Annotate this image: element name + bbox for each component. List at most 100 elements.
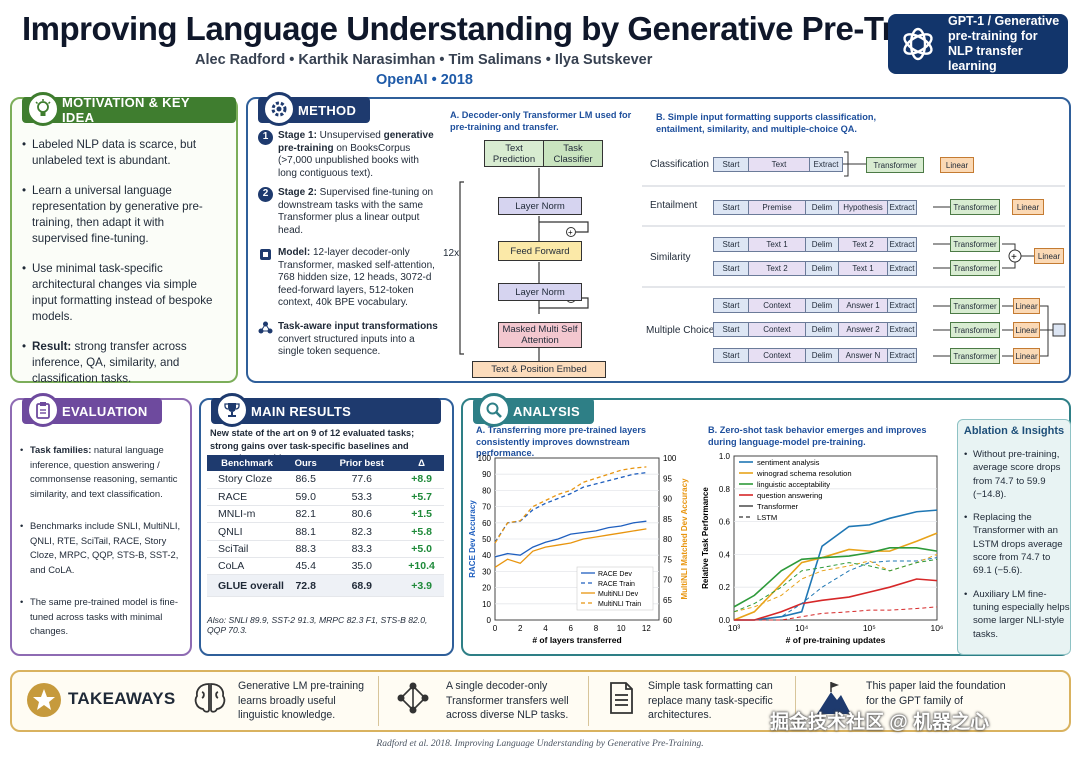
token-extract: Extract xyxy=(887,298,917,313)
token-start: Start xyxy=(713,237,749,252)
y-tick-label: 80 xyxy=(482,486,491,495)
mc-row-3: Start Context Delim Answer N Extract xyxy=(713,348,917,363)
x-tick-label: 6 xyxy=(568,624,573,633)
motivation-header: MOTIVATION & KEY IDEA xyxy=(22,92,236,126)
y-tick-label: 0 xyxy=(487,616,492,625)
mc-transformer-2: Transformer xyxy=(950,322,1000,338)
y-tick-label: 0.6 xyxy=(719,518,731,527)
token-delim: Delim xyxy=(805,322,839,337)
series-line xyxy=(494,466,647,544)
cell: 88.1 xyxy=(287,522,325,541)
takeaway-divider xyxy=(378,676,379,726)
col-ours: Ours xyxy=(287,455,325,471)
x-axis-label: # of pre-training updates xyxy=(786,635,886,645)
token-extract: Extract xyxy=(887,200,917,215)
classification-label: Classification xyxy=(650,159,709,170)
task-transform: Task-aware input transformations convert… xyxy=(258,321,440,359)
cell: RACE xyxy=(207,488,287,507)
stage-2-text: Supervised fine-tuning on downstream tas… xyxy=(278,187,434,236)
token-hypothesis: Hypothesis xyxy=(838,200,888,215)
token-text1: Text 1 xyxy=(838,261,888,276)
zero-shot-chart: 0.0 0.2 0.4 0.6 0.8 1.0 10³ 10⁴ 10⁵ 10⁶ # of pre-t… xyxy=(701,452,943,645)
method-header: METHOD xyxy=(258,92,371,126)
token-start: Start xyxy=(713,348,749,363)
text-prediction-block: Text Prediction xyxy=(484,140,544,167)
mc-row-2: Start Context Delim Answer 2 Extract xyxy=(713,322,917,337)
token-context: Context xyxy=(748,348,806,363)
mc-transformer-1: Transformer xyxy=(950,298,1000,314)
ablation-item: Without pre-training, average score drop… xyxy=(964,448,1070,501)
token-text1: Text 1 xyxy=(748,237,806,252)
stage-2: 2 Stage 2: Supervised fine-tuning on dow… xyxy=(258,187,440,237)
author-list: Alec Radford • Karthik Narasimhan • Tim … xyxy=(195,52,653,68)
chip-icon xyxy=(260,249,271,260)
token-delim: Delim xyxy=(805,200,839,215)
cell: 82.3 xyxy=(324,522,400,541)
cell: 80.6 xyxy=(324,505,400,524)
gear-icon xyxy=(262,92,296,126)
multiple-choice-label: Multiple Choice xyxy=(646,325,715,336)
motivation-bullet: Use minimal task-specific architectural … xyxy=(22,261,222,325)
layers-transferred-chart: 0102030405060708090100606570758085909510… xyxy=(468,454,689,645)
method-panel: METHOD xyxy=(246,92,1071,383)
method-heading: METHOD xyxy=(298,102,357,118)
footer-citation: Radford et al. 2018. Improving Language … xyxy=(376,739,704,749)
task-classifier-block: Task Classifier xyxy=(543,140,603,167)
embed-block: Text & Position Embed xyxy=(472,361,606,378)
table-row: RACE 59.0 53.3 +5.7 xyxy=(207,488,444,507)
formatting-diagram: + xyxy=(642,151,1066,357)
x-tick-label: 10⁴ xyxy=(795,623,808,633)
cell: CoLA xyxy=(207,557,287,576)
similarity-row-2: Start Text 2 Delim Text 1 Extract xyxy=(713,261,917,276)
plot-frame xyxy=(733,455,938,621)
y-tick-label: 0.8 xyxy=(719,485,731,494)
shuffle-icon xyxy=(258,321,273,334)
col-prior: Prior best xyxy=(324,455,400,471)
affiliation: OpenAI • 2018 xyxy=(376,72,473,88)
svg-text:+: + xyxy=(568,228,573,237)
mc-row-1: Start Context Delim Answer 1 Extract xyxy=(713,298,917,313)
svg-text:+: + xyxy=(1011,252,1017,263)
mc-linear-1: Linear xyxy=(1013,298,1040,314)
model-spec: Model: 12-layer decoder-only Transformer… xyxy=(258,247,440,310)
y2-tick-label: 80 xyxy=(663,535,672,544)
task-families-text: natural language inference, question ans… xyxy=(30,444,178,499)
legend-label: RACE Dev xyxy=(598,571,632,578)
token-answer2: Answer 2 xyxy=(838,322,888,337)
x-tick-label: 12 xyxy=(642,624,651,633)
entailment-row: Start Premise Delim Hypothesis Extract xyxy=(713,200,917,215)
y2-tick-label: 85 xyxy=(663,515,672,524)
y2-tick-label: 90 xyxy=(663,495,672,504)
y-tick-label: 0.4 xyxy=(719,550,731,559)
entailment-transformer: Transformer xyxy=(950,199,1000,215)
evaluation-header: EVALUATION xyxy=(22,393,162,427)
y-tick-label: 90 xyxy=(482,470,491,479)
col-benchmark: Benchmark xyxy=(207,455,287,471)
y-tick-label: 20 xyxy=(482,584,491,593)
token-extract: Extract xyxy=(887,322,917,337)
similarity-label: Similarity xyxy=(650,252,691,263)
cell: 53.3 xyxy=(324,488,400,507)
motivation-bullets: Labeled NLP data is scarce, but unlabele… xyxy=(22,137,222,401)
evaluation-bullet: Task families: natural language inferenc… xyxy=(20,443,186,501)
motivation-bullet: Learn a universal language representatio… xyxy=(22,183,222,247)
takeaways-panel xyxy=(10,670,1071,732)
token-start: Start xyxy=(713,298,749,313)
y2-tick-label: 100 xyxy=(663,454,677,463)
x-tick-label: 10 xyxy=(617,624,626,633)
y-tick-label: 0.2 xyxy=(719,583,731,592)
token-answer1: Answer 1 xyxy=(838,298,888,313)
classification-row: Start Text Extract xyxy=(713,157,843,172)
token-start: Start xyxy=(713,322,749,337)
mc-linear-3: Linear xyxy=(1013,348,1040,364)
clipboard-icon xyxy=(26,393,60,427)
y2-axis-label: MultiNLI Matched Dev Accuracy xyxy=(680,478,689,600)
x-tick-label: 0 xyxy=(493,624,498,633)
takeaway-item: Simple task formatting can replace many … xyxy=(648,680,773,721)
results-also: Also: SNLI 89.9, SST-2 91.3, MRPC 82.3 F… xyxy=(207,615,428,635)
cell: +5.0 xyxy=(399,540,444,558)
results-header-row: Benchmark Ours Prior best Δ xyxy=(207,455,444,471)
classification-transformer: Transformer xyxy=(866,157,924,173)
stage-1: 1 Stage 1: Unsupervised generative pre-t… xyxy=(258,130,440,180)
diagram-a-caption: A. Decoder-only Transformer LM used for … xyxy=(450,110,632,132)
